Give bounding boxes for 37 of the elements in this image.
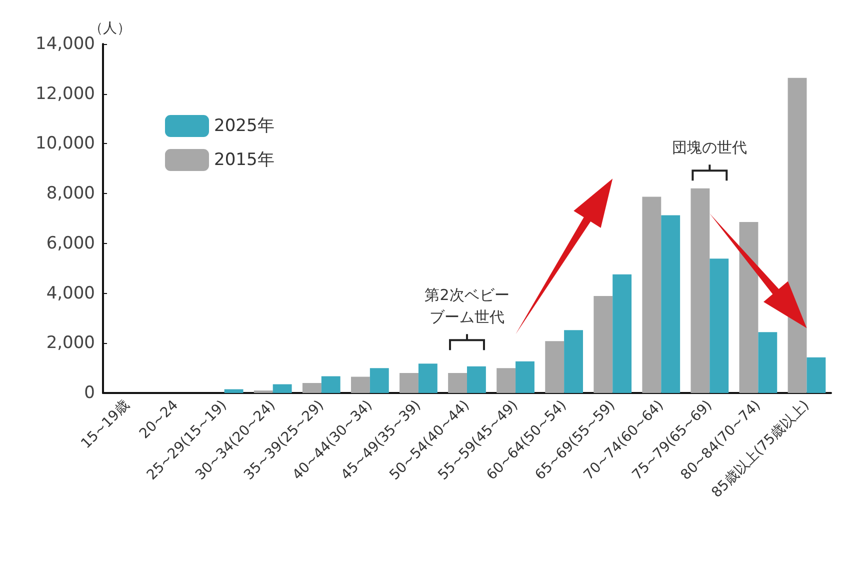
- bar: [545, 341, 564, 393]
- bar: [370, 368, 389, 393]
- y-tick-label: 12,000: [36, 84, 95, 104]
- y-tick-label: 6,000: [46, 233, 95, 254]
- bar: [467, 366, 486, 393]
- bar: [788, 78, 807, 393]
- y-tick-label: 14,000: [36, 34, 95, 54]
- y-tick-label: 2,000: [46, 333, 95, 354]
- bar: [642, 196, 662, 393]
- y-tick-label: 4,000: [46, 283, 95, 304]
- bar: [594, 296, 613, 393]
- bar: [710, 258, 729, 393]
- bar: [448, 373, 467, 393]
- bar: [272, 384, 292, 393]
- bar: [496, 368, 516, 393]
- y-tick-label: 8,000: [46, 184, 95, 204]
- bar: [564, 330, 583, 393]
- bar: [418, 364, 438, 393]
- bar: [661, 215, 680, 393]
- bar: [739, 222, 758, 393]
- y-tick-label: 0: [84, 383, 95, 403]
- bar: [516, 361, 534, 393]
- bar: [806, 357, 826, 393]
- y-tick-label: 10,000: [36, 134, 95, 154]
- legend-label: 2015年: [214, 150, 274, 170]
- bar: [302, 383, 322, 393]
- annotation: 第2次ベビーブーム世代: [424, 286, 510, 326]
- bar: [612, 274, 632, 393]
- bar: [351, 376, 370, 393]
- bar: [400, 373, 418, 393]
- y-axis-title: （人）: [89, 20, 131, 37]
- annotation: 団塊の世代: [672, 138, 748, 157]
- bar: [690, 188, 710, 393]
- legend-label: 2025年: [214, 116, 274, 136]
- bar: [224, 389, 244, 393]
- bar: [758, 332, 778, 393]
- bar: [321, 376, 340, 393]
